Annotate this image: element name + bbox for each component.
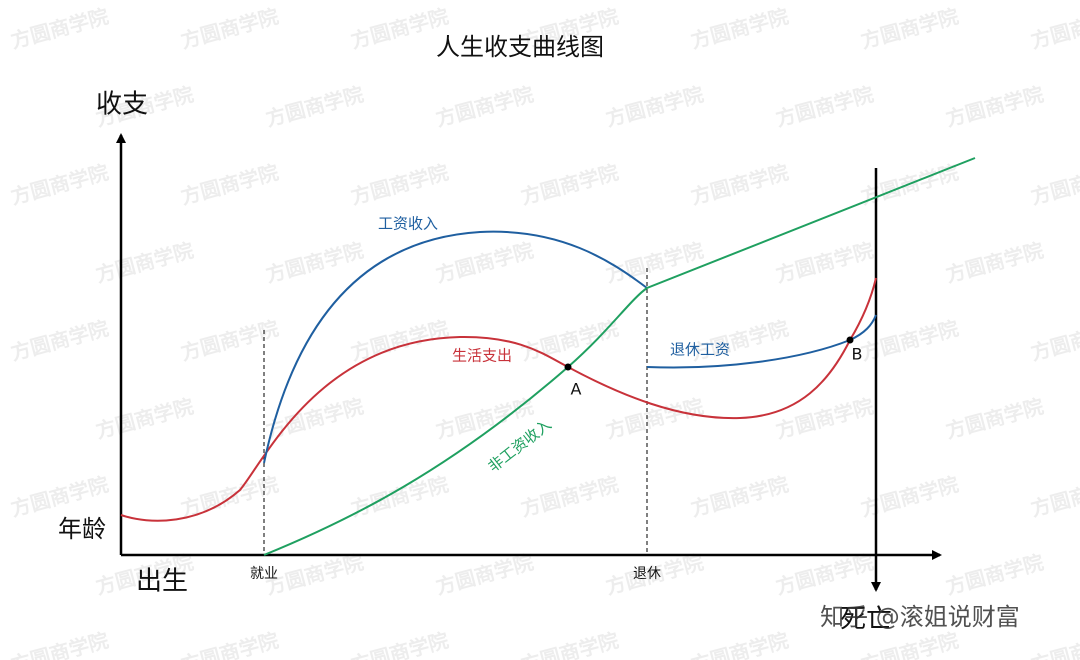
watermark: 方圆商学院 bbox=[603, 394, 706, 443]
watermark: 方圆商学院 bbox=[943, 394, 1046, 443]
living-expense-label: 生活支出 bbox=[452, 347, 512, 365]
watermark: 方圆商学院 bbox=[773, 394, 876, 443]
origin-label: 出生 bbox=[136, 567, 188, 597]
watermark: 方圆商学院 bbox=[688, 628, 791, 660]
watermark: 方圆商学院 bbox=[518, 628, 621, 660]
watermark: 方圆商学院 bbox=[1028, 4, 1080, 53]
watermarks: 方圆商学院 方圆商学院 方圆商学院 方圆商学院 方圆商学院 方圆商学院 方圆商学院方圆商学院… bbox=[8, 4, 1080, 660]
watermark: 方圆商学院 bbox=[858, 4, 961, 53]
watermark: 方圆商学院 bbox=[943, 238, 1046, 287]
watermark: 方圆商学院 bbox=[348, 628, 451, 660]
retirement-wage-curve bbox=[646, 314, 877, 369]
watermark: 方圆商学院 bbox=[93, 238, 196, 287]
watermark: 方圆商学院 bbox=[1028, 628, 1080, 660]
credit: 知乎 @滚姐说财富 bbox=[820, 603, 1020, 631]
point-b-label: B bbox=[852, 345, 863, 364]
watermark: 方圆商学院 bbox=[943, 82, 1046, 131]
watermark: 方圆商学院 bbox=[178, 316, 281, 365]
watermark: 方圆商学院 bbox=[93, 394, 196, 443]
watermark: 方圆商学院 bbox=[433, 238, 536, 287]
watermark: 方圆商学院 bbox=[688, 160, 791, 209]
watermark: 方圆商学院 bbox=[433, 82, 536, 131]
watermark: 方圆商学院 bbox=[773, 550, 876, 599]
watermark: 方圆商学院 bbox=[1028, 316, 1080, 365]
watermark: 方圆商学院 bbox=[858, 316, 961, 365]
watermark: 方圆商学院 bbox=[1028, 160, 1080, 209]
watermark: 方圆商学院 bbox=[603, 82, 706, 131]
point-b bbox=[846, 336, 854, 344]
retirement-label: 退休 bbox=[633, 566, 661, 582]
watermark: 方圆商学院 bbox=[8, 316, 111, 365]
watermark: 方圆商学院 bbox=[263, 238, 366, 287]
x-axis-label: 年龄 bbox=[58, 515, 106, 543]
watermark: 方圆商学院 bbox=[178, 4, 281, 53]
watermark: 方圆商学院 bbox=[773, 82, 876, 131]
watermark: 方圆商学院 bbox=[178, 160, 281, 209]
watermark: 方圆商学院 bbox=[8, 628, 111, 660]
watermark: 方圆商学院 bbox=[8, 472, 111, 521]
watermark: 方圆商学院 bbox=[773, 238, 876, 287]
watermark: 方圆商学院 bbox=[263, 550, 366, 599]
watermark: 方圆商学院 bbox=[943, 550, 1046, 599]
watermark: 方圆商学院 bbox=[348, 316, 451, 365]
watermark: 方圆商学院 bbox=[8, 160, 111, 209]
watermark: 方圆商学院 bbox=[433, 550, 536, 599]
watermark: 方圆商学院 bbox=[348, 472, 451, 521]
wage-income-curve bbox=[263, 230, 648, 464]
title: 人生收支曲线图 bbox=[436, 33, 604, 61]
living-expense-curve bbox=[120, 277, 877, 522]
non-wage-income-curve bbox=[263, 157, 976, 556]
employment-label: 就业 bbox=[250, 566, 278, 582]
watermark: 方圆商学院 bbox=[263, 82, 366, 131]
watermark: 方圆商学院 bbox=[1028, 472, 1080, 521]
watermark: 方圆商学院 bbox=[518, 316, 621, 365]
point-a-label: A bbox=[571, 380, 582, 399]
retirement-wage-label: 退休工资 bbox=[670, 341, 730, 359]
watermark: 方圆商学院 bbox=[178, 472, 281, 521]
death-label: 死亡 bbox=[840, 605, 892, 635]
watermark: 方圆商学院 bbox=[348, 160, 451, 209]
wage-income-label: 工资收入 bbox=[378, 215, 438, 233]
watermark: 方圆商学院 bbox=[603, 238, 706, 287]
watermark: 方圆商学院 bbox=[518, 160, 621, 209]
watermark: 方圆商学院 bbox=[858, 472, 961, 521]
watermark: 方圆商学院 bbox=[8, 4, 111, 53]
watermark: 方圆商学院 bbox=[518, 472, 621, 521]
point-a bbox=[564, 363, 572, 371]
watermark: 方圆商学院 bbox=[688, 472, 791, 521]
watermark: 方圆商学院 bbox=[688, 4, 791, 53]
y-axis-label: 收支 bbox=[96, 90, 148, 120]
watermark: 方圆商学院 bbox=[178, 628, 281, 660]
